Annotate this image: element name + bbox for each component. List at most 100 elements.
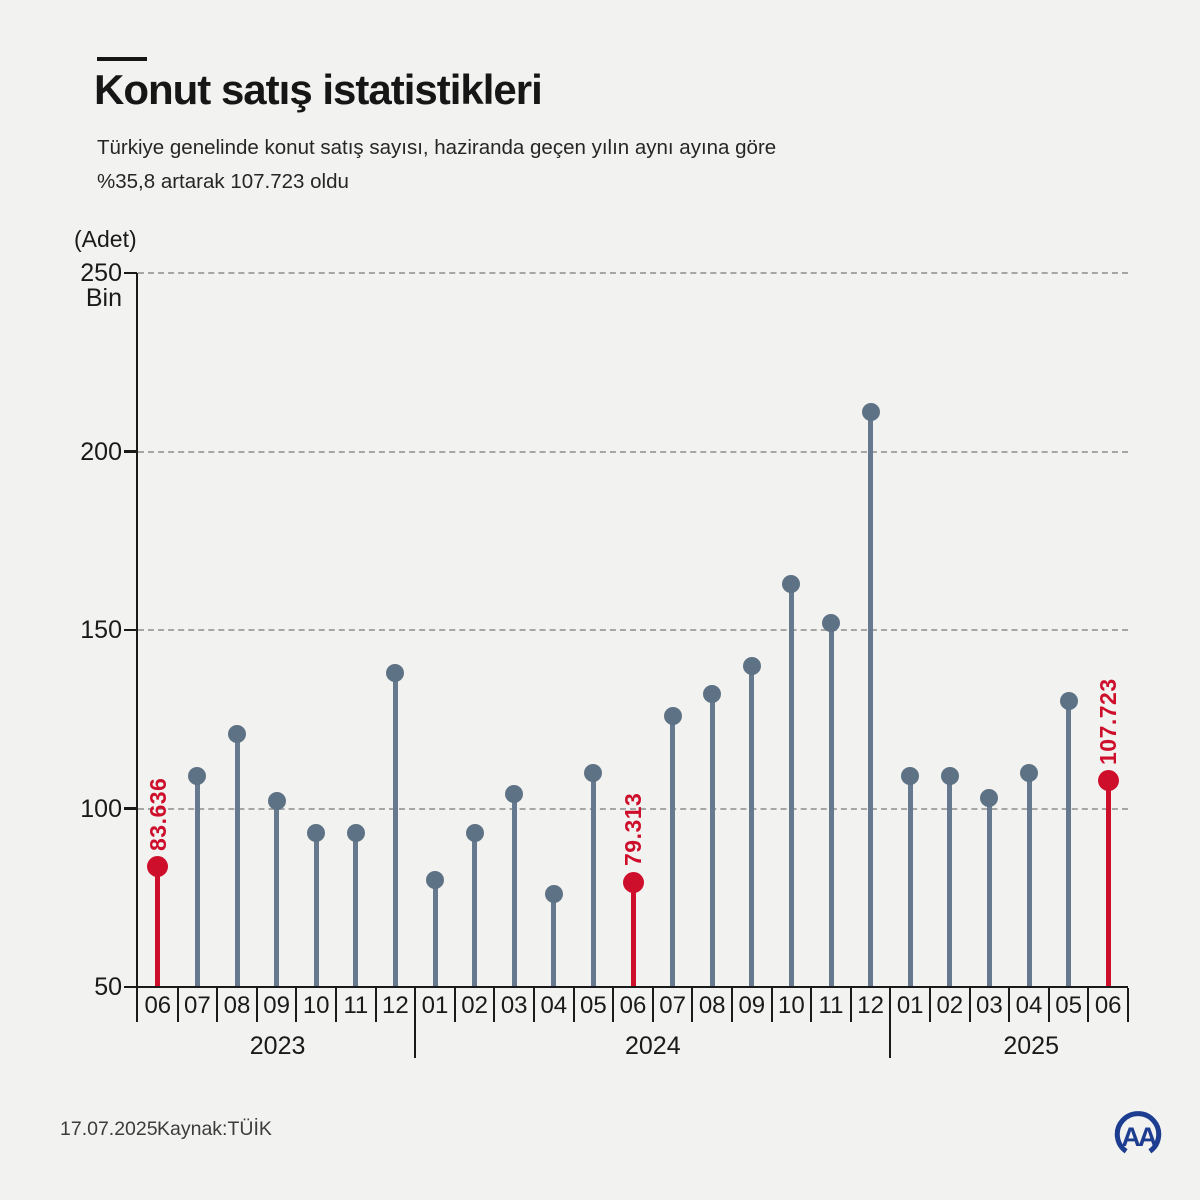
data-point-stem-2025-05 <box>1066 701 1072 987</box>
x-tick <box>849 988 852 1022</box>
data-point-2023-06 <box>147 856 169 878</box>
x-tick-label-2024-02: 02 <box>461 992 488 1019</box>
aa-logo-letters: AA <box>1121 1122 1157 1152</box>
data-point-stem-2024-07 <box>670 715 676 987</box>
y-axis-line <box>135 273 138 1022</box>
data-point-2024-09 <box>742 656 761 675</box>
data-point-2025-06 <box>1097 770 1119 792</box>
y-tick-label: 50 <box>94 973 122 1001</box>
x-tick <box>1008 988 1011 1022</box>
data-point-stem-2023-12 <box>392 672 398 987</box>
year-separator <box>889 988 892 1058</box>
data-point-2023-08 <box>228 724 246 743</box>
footer-date: 17.07.2025 <box>60 1118 158 1140</box>
x-tick <box>1087 988 1090 1022</box>
x-tick <box>691 988 694 1022</box>
x-tick-label-2024-07: 07 <box>659 992 686 1019</box>
y-tick <box>124 628 137 632</box>
y-tick-label: 150 <box>80 616 122 644</box>
data-point-2024-03 <box>505 785 524 804</box>
x-tick <box>929 988 931 1022</box>
data-point-stem-2024-08 <box>709 694 715 987</box>
x-tick <box>1127 988 1129 1022</box>
gridline <box>138 629 1128 631</box>
year-separator <box>414 988 417 1058</box>
data-point-2025-01 <box>901 767 920 786</box>
x-tick-label-2023-08: 08 <box>223 992 251 1019</box>
x-tick <box>533 988 535 1022</box>
x-tick-label-2023-11: 11 <box>343 992 369 1019</box>
y-tick <box>124 271 137 275</box>
x-tick-label-2025-05: 05 <box>1055 992 1082 1019</box>
data-point-2024-10 <box>782 574 801 593</box>
data-point-stem-2024-12 <box>868 412 874 987</box>
data-point-stem-2023-11 <box>353 833 359 987</box>
x-tick <box>295 988 298 1022</box>
page-title: Konut satış istatistikleri <box>94 66 543 113</box>
data-point-stem-2024-06 <box>630 882 636 987</box>
x-tick-label-2025-02: 02 <box>936 992 964 1019</box>
data-point-2023-12 <box>386 663 405 682</box>
data-point-2024-06 <box>622 871 644 893</box>
data-point-2023-09 <box>267 792 286 811</box>
x-tick <box>651 988 654 1022</box>
aa-logo-circle-arc <box>1114 1111 1162 1154</box>
subtitle: Türkiye genelinde konut satış sayısı, ha… <box>97 131 776 199</box>
x-tick <box>968 988 971 1022</box>
value-label-2025-06: 107.723 <box>1095 678 1122 765</box>
data-point-stem-2024-11 <box>828 622 834 987</box>
data-point-stem-2024-09 <box>749 665 755 987</box>
x-tick <box>572 988 575 1022</box>
x-tick-label-2023-07: 07 <box>184 992 211 1019</box>
x-axis-line <box>125 985 1128 989</box>
x-tick-label-2025-03: 03 <box>976 992 1003 1019</box>
data-point-2024-08 <box>703 685 722 704</box>
x-tick-label-2024-05: 05 <box>580 992 607 1019</box>
x-tick-label-2023-06: 06 <box>144 992 172 1019</box>
x-tick-label-2024-03: 03 <box>500 992 528 1019</box>
x-tick <box>810 988 813 1022</box>
x-tick-label-2024-09: 09 <box>738 992 766 1019</box>
data-point-2024-12 <box>861 403 880 422</box>
x-tick-label-2023-10: 10 <box>302 992 330 1019</box>
data-point-stem-2023-10 <box>313 833 319 987</box>
y-tick-label: 200 <box>80 437 122 466</box>
x-tick <box>255 988 258 1022</box>
data-point-2025-02 <box>940 767 959 786</box>
subtitle-line1: Türkiye genelinde konut satış sayısı, ha… <box>97 136 777 159</box>
x-tick-label-2023-12: 12 <box>382 992 409 1019</box>
x-tick <box>1047 988 1050 1022</box>
x-tick-label-2023-09: 09 <box>263 992 290 1019</box>
x-tick <box>612 988 615 1022</box>
x-tick-label-2025-04: 04 <box>1015 992 1043 1019</box>
data-point-stem-2024-01 <box>432 879 438 987</box>
data-point-2024-11 <box>822 613 840 632</box>
data-point-stem-2025-06 <box>1105 780 1111 987</box>
data-point-2025-04 <box>1020 763 1038 782</box>
data-point-2024-02 <box>465 824 484 843</box>
data-point-stem-2024-03 <box>511 794 517 987</box>
y-tick <box>124 450 137 453</box>
data-point-stem-2025-04 <box>1026 772 1032 987</box>
data-point-stem-2024-10 <box>788 583 794 987</box>
x-tick <box>335 988 337 1022</box>
x-tick <box>770 988 773 1022</box>
data-point-2024-04 <box>544 885 563 904</box>
x-tick <box>453 988 456 1022</box>
year-label-2023: 2023 <box>249 1032 306 1060</box>
y-axis-scale-label: Bin <box>85 284 122 312</box>
data-point-stem-2024-05 <box>590 772 596 987</box>
data-point-2024-05 <box>584 763 603 782</box>
value-label-2024-06: 79.313 <box>620 792 646 867</box>
year-label-2024: 2024 <box>624 1032 681 1060</box>
data-point-2023-07 <box>188 767 207 786</box>
year-label-2025: 2025 <box>1003 1032 1059 1060</box>
footer-source: Kaynak:TÜİK <box>157 1118 272 1140</box>
value-label-2023-06: 83.636 <box>144 777 171 851</box>
x-tick <box>216 988 219 1022</box>
x-tick-label-2024-06: 06 <box>619 992 647 1019</box>
x-tick-label-2024-10: 10 <box>778 992 805 1019</box>
y-tick-label: 250 <box>80 259 122 287</box>
